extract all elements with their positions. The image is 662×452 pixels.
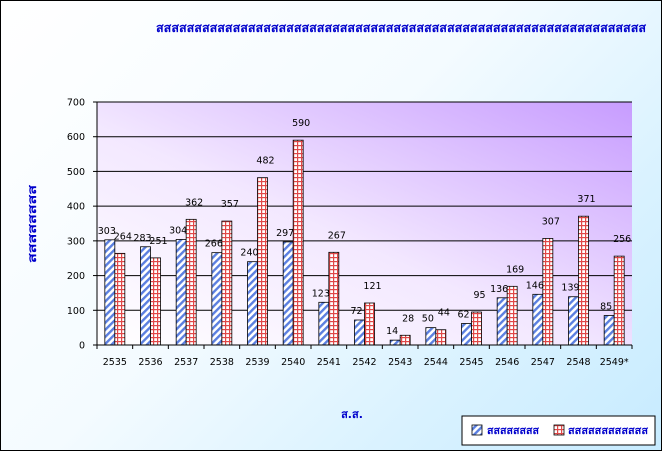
bar-series-2 bbox=[150, 257, 161, 346]
y-tick-label: 600 bbox=[67, 132, 85, 143]
bar-series-1 bbox=[211, 252, 223, 346]
x-tick-label: 2536 bbox=[138, 357, 162, 368]
data-label-series-1: 123 bbox=[312, 288, 330, 299]
y-tick-label: 200 bbox=[67, 271, 85, 282]
data-label-series-1: 240 bbox=[240, 248, 258, 259]
legend-swatch-series-1 bbox=[471, 424, 483, 436]
data-label-series-1: 85 bbox=[600, 301, 612, 312]
bar-series-2 bbox=[471, 311, 482, 346]
bar-series-1 bbox=[318, 301, 330, 346]
data-label-series-2: 362 bbox=[185, 197, 203, 208]
legend-label-series-1: สสสสสสสส bbox=[487, 426, 540, 437]
data-label-series-1: 283 bbox=[133, 233, 151, 244]
bar-series-2 bbox=[399, 334, 411, 346]
x-tick-label: 2535 bbox=[103, 357, 127, 368]
x-tick-label: 2549* bbox=[600, 357, 629, 368]
data-label-series-1: 266 bbox=[205, 239, 223, 250]
x-tick-label: 2543 bbox=[388, 357, 412, 368]
bar-series-1 bbox=[461, 323, 472, 346]
data-label-series-2: 44 bbox=[438, 308, 450, 319]
data-label-series-1: 136 bbox=[490, 284, 508, 295]
bar-series-1 bbox=[532, 293, 544, 346]
bar-series-1 bbox=[425, 327, 437, 346]
bar-series-2 bbox=[506, 285, 518, 346]
bar-series-2 bbox=[328, 251, 340, 346]
y-axis-ticks: 0 100 200 300 400 500 600 700 bbox=[67, 98, 97, 352]
data-label-series-2: 590 bbox=[292, 118, 310, 129]
data-label-series-1: 146 bbox=[526, 280, 544, 291]
data-label-series-1: 139 bbox=[561, 283, 579, 294]
x-tick-label: 2540 bbox=[281, 357, 305, 368]
bar-series-2 bbox=[221, 220, 233, 346]
bar-series-2 bbox=[257, 177, 268, 346]
x-tick-label: 2541 bbox=[317, 357, 341, 368]
y-tick-label: 300 bbox=[67, 236, 85, 247]
x-axis-label: ส.ส. bbox=[341, 408, 363, 421]
bar-series-2 bbox=[114, 252, 126, 346]
bar-series-1 bbox=[282, 241, 294, 346]
bar-series-2 bbox=[578, 215, 589, 346]
bar-series-2 bbox=[292, 139, 304, 346]
x-tick-label: 2538 bbox=[210, 357, 234, 368]
data-label-series-2: 256 bbox=[613, 234, 631, 245]
data-label-series-2: 307 bbox=[542, 216, 560, 227]
bar-series-1 bbox=[140, 246, 151, 346]
x-axis-ticks: 2535 2536 2537 2538 2539 2540 2541 2542 2543 2544… bbox=[96, 345, 633, 368]
x-tick-label: 2537 bbox=[174, 357, 198, 368]
y-axis-label: สสสสสสสส bbox=[26, 185, 39, 263]
bar-series-2 bbox=[185, 218, 197, 346]
bar-series-2 bbox=[613, 255, 625, 346]
legend: สสสสสสสส สสสสสสสสสสสส bbox=[461, 415, 656, 446]
data-label-series-2: 28 bbox=[402, 313, 414, 324]
data-label-series-2: 95 bbox=[473, 290, 485, 301]
data-label-series-1: 304 bbox=[169, 225, 187, 236]
bar-series-1 bbox=[389, 339, 401, 346]
bar-series-1 bbox=[354, 319, 365, 346]
data-label-series-2: 482 bbox=[256, 156, 274, 167]
data-label-series-2: 267 bbox=[328, 230, 346, 241]
data-label-series-2: 251 bbox=[149, 236, 167, 247]
data-label-series-1: 72 bbox=[350, 306, 362, 317]
data-label-series-2: 121 bbox=[363, 281, 381, 292]
bar-series-1 bbox=[104, 239, 116, 346]
x-tick-label: 2544 bbox=[424, 357, 448, 368]
bar-series-1 bbox=[568, 296, 579, 346]
legend-label-series-2: สสสสสสสสสสสส bbox=[568, 426, 649, 437]
y-tick-label: 400 bbox=[67, 202, 85, 213]
y-tick-label: 0 bbox=[79, 341, 85, 352]
x-tick-label: 2542 bbox=[352, 357, 376, 368]
y-tick-label: 100 bbox=[67, 306, 85, 317]
bar-series-1 bbox=[247, 261, 258, 346]
legend-swatch-series-2 bbox=[553, 424, 565, 436]
bar-series-1 bbox=[175, 239, 187, 346]
data-label-series-1: 297 bbox=[276, 228, 294, 239]
bar-series-2 bbox=[435, 329, 447, 346]
data-label-series-1: 62 bbox=[457, 309, 469, 320]
data-label-series-1: 303 bbox=[98, 226, 116, 237]
data-label-series-2: 169 bbox=[506, 264, 524, 275]
x-tick-label: 2545 bbox=[459, 357, 483, 368]
x-tick-label: 2547 bbox=[531, 357, 555, 368]
x-tick-label: 2548 bbox=[566, 357, 590, 368]
data-label-series-1: 50 bbox=[422, 314, 434, 325]
bar-series-1 bbox=[603, 315, 615, 346]
bar-series-2 bbox=[542, 238, 554, 346]
chart-title: สสสสสสสสสสสสสสสสสสสสสสสสสสสสสสสสสสสสสสสส… bbox=[156, 21, 647, 35]
y-tick-label: 500 bbox=[67, 167, 85, 178]
x-tick-label: 2546 bbox=[495, 357, 519, 368]
data-label-series-2: 264 bbox=[114, 231, 132, 242]
bar-series-1 bbox=[496, 297, 508, 346]
y-tick-label: 700 bbox=[67, 98, 85, 109]
x-tick-label: 2539 bbox=[245, 357, 269, 368]
data-label-series-2: 357 bbox=[221, 199, 239, 210]
data-label-series-2: 371 bbox=[577, 194, 595, 205]
data-label-series-1: 14 bbox=[386, 326, 398, 337]
bar-series-2 bbox=[364, 302, 375, 346]
